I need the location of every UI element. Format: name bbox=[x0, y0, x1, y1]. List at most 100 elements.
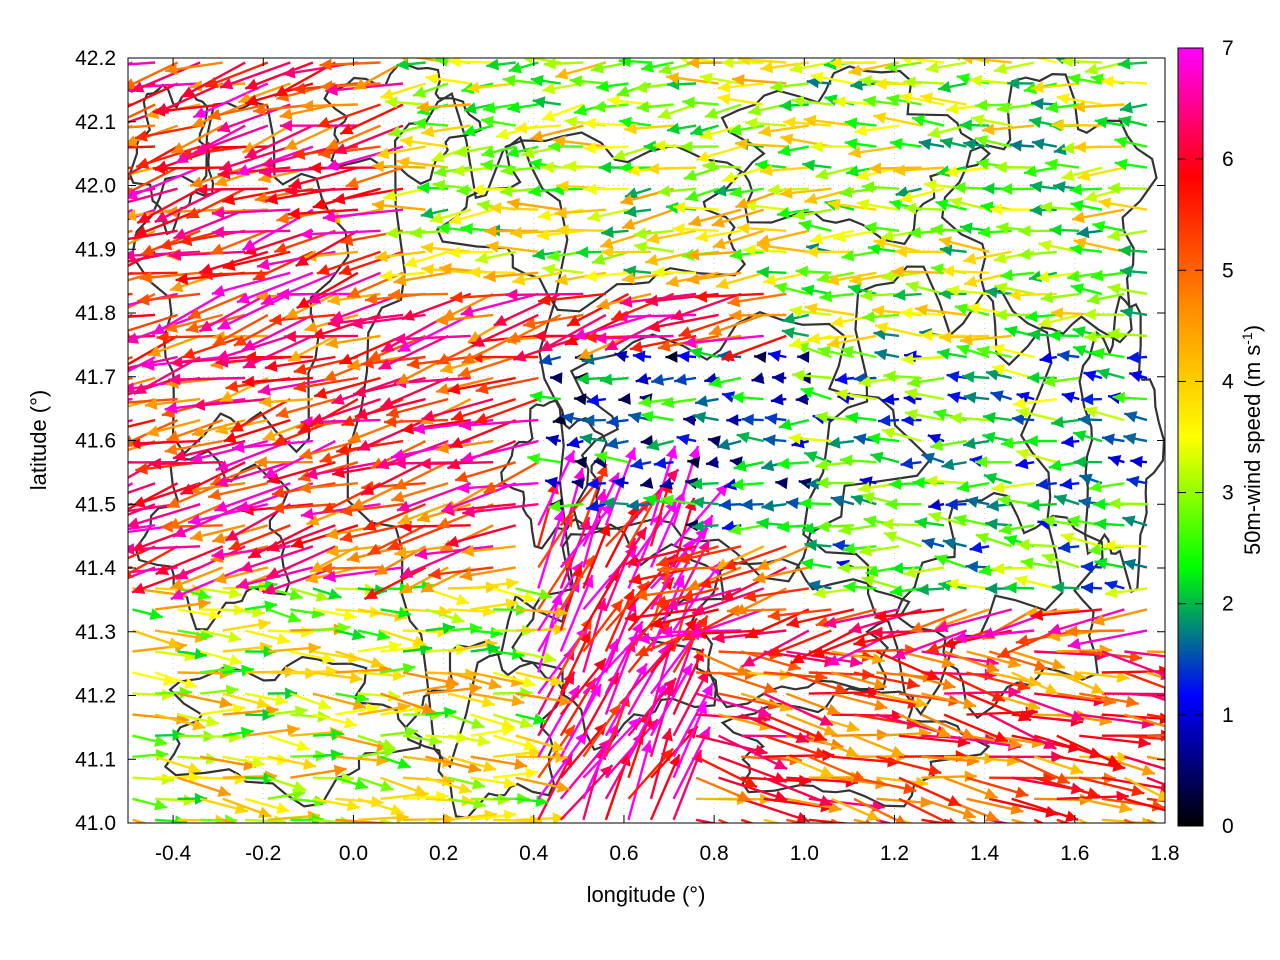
wind-arrow bbox=[499, 185, 539, 198]
wind-arrow bbox=[760, 61, 809, 74]
wind-arrow bbox=[1073, 237, 1125, 253]
wind-arrow bbox=[799, 497, 832, 510]
wind-arrow bbox=[763, 818, 783, 823]
wind-arrow bbox=[462, 503, 539, 518]
wind-arrow bbox=[128, 82, 179, 108]
wind-arrow bbox=[566, 436, 584, 449]
wind-arrow bbox=[1039, 352, 1058, 364]
wind-arrow bbox=[937, 81, 967, 93]
wind-arrow bbox=[592, 100, 629, 113]
wind-arrow bbox=[1126, 351, 1148, 364]
wind-arrow bbox=[1086, 292, 1125, 305]
wind-arrow bbox=[930, 223, 967, 236]
wind-arrow bbox=[848, 145, 900, 159]
wind-arrow bbox=[695, 734, 768, 757]
wind-arrow bbox=[470, 598, 519, 611]
wind-arrow bbox=[1118, 244, 1148, 257]
wind-arrow bbox=[991, 481, 1035, 494]
wind-arrow bbox=[583, 117, 629, 130]
wind-arrow bbox=[199, 650, 243, 666]
wind-arrow bbox=[462, 124, 494, 137]
wind-arrow bbox=[128, 166, 201, 200]
wind-arrow bbox=[1039, 201, 1080, 214]
wind-arrow bbox=[723, 545, 787, 571]
wind-arrow bbox=[428, 566, 494, 580]
wind-arrow bbox=[726, 414, 742, 427]
wind-arrow bbox=[677, 350, 697, 363]
wind-arrow bbox=[574, 456, 587, 469]
wind-arrow bbox=[470, 776, 517, 789]
x-tick-label: 0.2 bbox=[429, 842, 458, 865]
wind-arrow bbox=[181, 334, 246, 360]
wind-arrow bbox=[946, 284, 990, 297]
wind-arrow bbox=[154, 713, 206, 731]
wind-arrow bbox=[569, 75, 607, 88]
wind-arrow bbox=[811, 629, 877, 658]
wind-arrow bbox=[587, 208, 629, 222]
wind-arrow bbox=[808, 818, 872, 823]
wind-arrow bbox=[934, 608, 1013, 633]
wind-arrow bbox=[217, 292, 291, 331]
wind-arrow bbox=[654, 587, 719, 608]
wind-arrow bbox=[470, 692, 525, 707]
wind-arrow bbox=[1041, 553, 1080, 569]
wind-arrow bbox=[911, 114, 945, 127]
wind-arrow bbox=[1069, 183, 1102, 196]
wind-arrow bbox=[974, 456, 1012, 468]
wind-arrow bbox=[1033, 776, 1101, 799]
wind-arrow bbox=[258, 395, 313, 408]
wind-arrow bbox=[630, 458, 652, 470]
wind-arrow bbox=[1119, 265, 1148, 278]
wind-arrow bbox=[296, 271, 359, 310]
wind-arrow bbox=[1146, 733, 1165, 737]
wind-arrow bbox=[1114, 158, 1148, 171]
wind-arrow bbox=[1146, 671, 1165, 680]
wind-arrow bbox=[345, 166, 404, 189]
wind-arrow bbox=[453, 145, 494, 158]
wind-arrow bbox=[435, 376, 494, 395]
wind-arrow bbox=[132, 818, 149, 823]
wind-arrow bbox=[921, 770, 977, 783]
wind-arrow bbox=[362, 503, 427, 531]
wind-arrow bbox=[975, 532, 1013, 548]
wind-arrow bbox=[505, 288, 584, 301]
wind-arrow bbox=[322, 208, 404, 223]
wind-arrow bbox=[708, 376, 742, 389]
wind-arrow bbox=[1092, 220, 1125, 233]
wind-arrow bbox=[450, 291, 516, 304]
wind-arrow bbox=[470, 643, 500, 655]
wind-arrow bbox=[1112, 391, 1148, 404]
wind-arrow bbox=[267, 776, 307, 793]
wind-arrow bbox=[584, 183, 629, 196]
wind-arrow bbox=[885, 498, 922, 511]
wind-arrow bbox=[242, 334, 314, 369]
wind-arrow bbox=[740, 797, 810, 823]
wind-arrow bbox=[956, 480, 990, 493]
wind-arrow bbox=[483, 270, 539, 283]
wind-arrow bbox=[916, 583, 945, 596]
wind-arrow bbox=[792, 208, 832, 221]
wind-arrow bbox=[696, 145, 742, 163]
wind-arrow bbox=[128, 355, 178, 370]
wind-arrow bbox=[903, 566, 945, 579]
wind-arrow bbox=[737, 58, 787, 66]
x-axis-label: longitude (°) bbox=[587, 882, 706, 907]
x-tick-label: 1.4 bbox=[970, 842, 1000, 865]
wind-arrow bbox=[266, 524, 336, 552]
wind-arrow bbox=[177, 608, 222, 621]
wind-arrow bbox=[400, 135, 449, 148]
wind-arrow bbox=[380, 818, 412, 823]
wind-arrow bbox=[691, 496, 719, 509]
x-tick-label: 0.6 bbox=[609, 842, 638, 865]
wind-arrow bbox=[840, 345, 877, 359]
wind-arrow bbox=[680, 140, 719, 153]
wind-arrow bbox=[396, 58, 426, 71]
wind-arrow bbox=[275, 397, 336, 419]
wind-arrow bbox=[1146, 692, 1165, 702]
colorbar-label-end: ) bbox=[1240, 325, 1265, 332]
colorbar bbox=[1177, 47, 1204, 827]
wind-arrow bbox=[785, 713, 838, 736]
wind-arrow bbox=[463, 102, 494, 114]
wind-arrow bbox=[899, 187, 945, 204]
